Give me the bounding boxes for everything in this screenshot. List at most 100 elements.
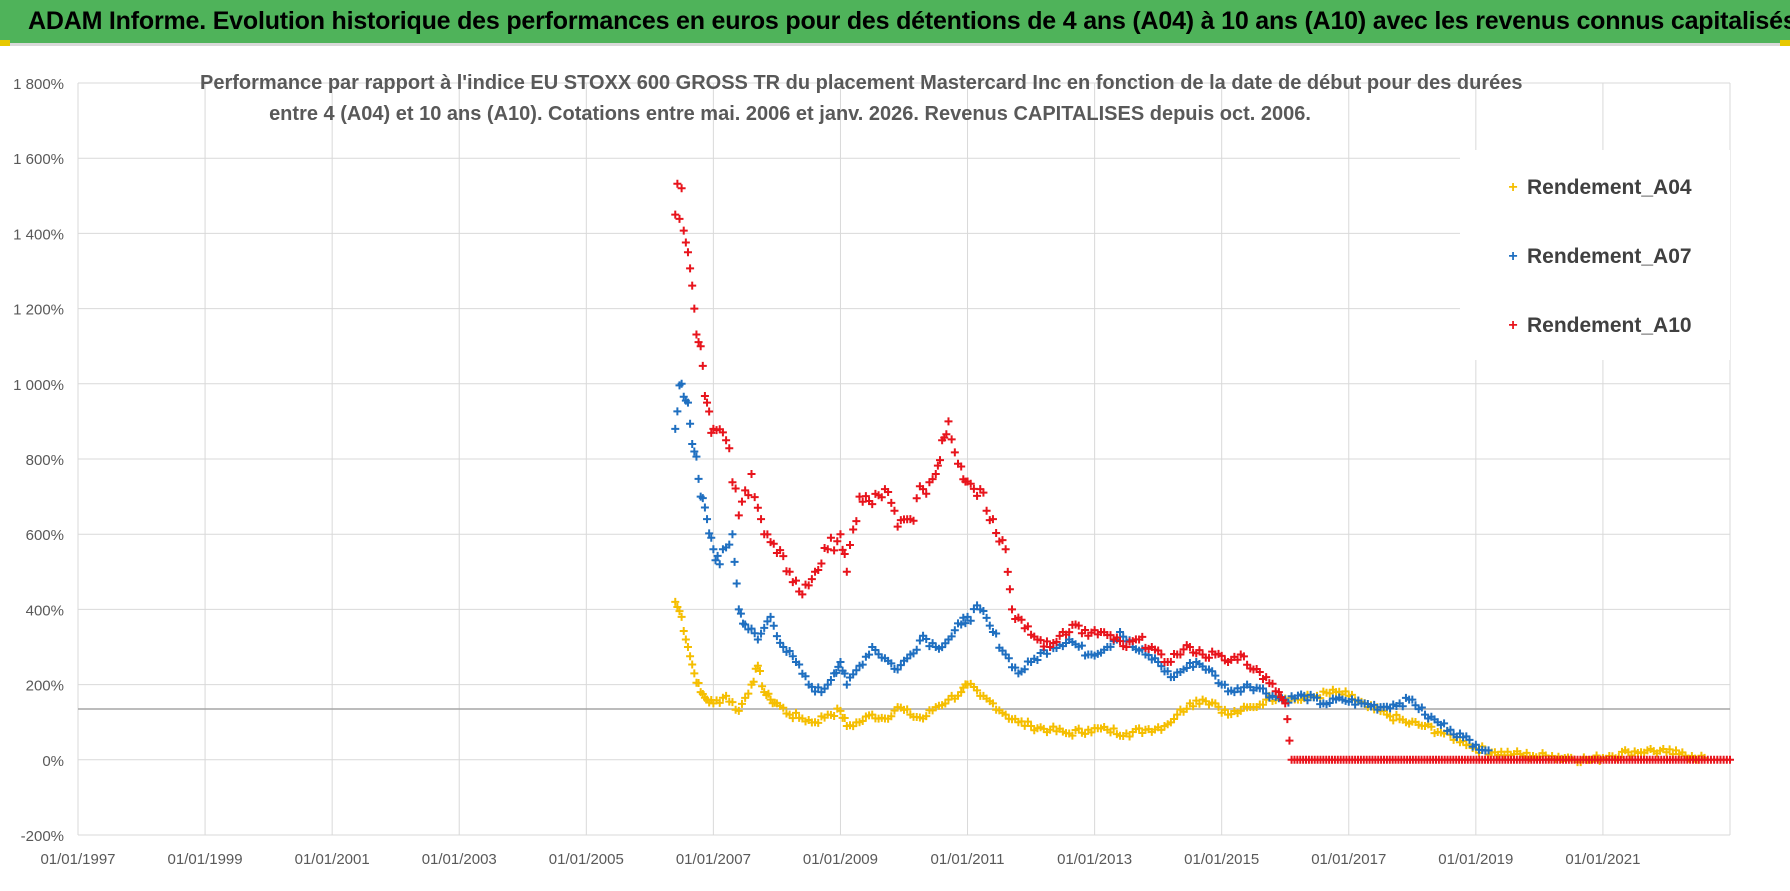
point-rendement-a10: [836, 530, 845, 539]
point-rendement-a10: [1106, 631, 1115, 640]
point-rendement-a10: [692, 330, 701, 339]
y-tick-label: 400%: [26, 602, 64, 619]
point-rendement-a07: [852, 666, 861, 675]
point-rendement-a07: [985, 621, 994, 630]
point-rendement-a07: [686, 419, 695, 428]
point-rendement-a10: [982, 506, 991, 515]
point-rendement-a07: [1170, 673, 1179, 682]
legend-item-a07: + Rendement_A07: [1505, 242, 1691, 272]
point-rendement-a10: [688, 281, 697, 290]
point-rendement-a07: [760, 623, 769, 632]
point-rendement-a10: [887, 498, 896, 507]
point-rendement-a10: [734, 511, 743, 520]
point-rendement-a07: [671, 424, 680, 433]
point-rendement-a10: [1065, 628, 1074, 637]
point-rendement-a07: [826, 675, 835, 684]
point-rendement-a10: [725, 444, 734, 453]
point-rendement-a07: [785, 646, 794, 655]
point-rendement-a10: [798, 590, 807, 599]
point-rendement-a10: [728, 478, 737, 487]
point-rendement-a10: [731, 484, 740, 493]
point-rendement-a10: [1285, 736, 1294, 745]
point-rendement-a04: [887, 712, 896, 721]
point-rendement-a07: [1189, 662, 1198, 671]
point-rendement-a10: [936, 456, 945, 465]
point-rendement-a10: [698, 361, 707, 370]
point-rendement-a10: [1116, 637, 1125, 646]
point-rendement-a10: [1268, 679, 1277, 688]
point-rendement-a10: [1074, 621, 1083, 630]
point-rendement-a04: [814, 718, 823, 727]
point-rendement-a10: [1255, 668, 1264, 677]
point-rendement-a07: [957, 620, 966, 629]
point-rendement-a07: [795, 660, 804, 669]
chart-title-line2: entre 4 (A04) et 10 ans (A10). Cotations…: [269, 103, 1311, 125]
point-rendement-a07: [1370, 700, 1379, 709]
point-rendement-a07: [730, 557, 739, 566]
y-tick-label: 1 800%: [13, 76, 64, 93]
point-rendement-a10: [807, 575, 816, 584]
point-rendement-a07: [1020, 665, 1029, 674]
y-tick-label: 0%: [42, 753, 64, 770]
point-rendement-a07: [865, 650, 874, 659]
point-rendement-a04: [675, 607, 684, 616]
point-rendement-a07: [836, 658, 845, 667]
point-rendement-a04: [758, 682, 767, 691]
y-tick-label: -200%: [21, 828, 64, 845]
point-rendement-a10: [840, 549, 849, 558]
point-rendement-a07: [950, 626, 959, 635]
y-tick-label: 1 200%: [13, 302, 64, 319]
point-rendement-a10: [690, 304, 699, 313]
point-rendement-a10: [1274, 688, 1283, 697]
point-rendement-a10: [1036, 636, 1045, 645]
point-rendement-a10: [696, 342, 705, 351]
x-axis-ticks: 01/01/1997 01/01/1999 01/01/2001 01/01/2003…: [40, 851, 1640, 868]
point-rendement-a07: [709, 545, 718, 554]
point-rendement-a04: [858, 717, 867, 726]
point-rendement-a07: [694, 474, 703, 483]
point-rendement-a04: [737, 699, 746, 708]
x-tick-label: 01/01/1999: [168, 851, 243, 868]
point-rendement-a10: [671, 210, 680, 219]
point-rendement-a10: [1003, 567, 1012, 576]
point-rendement-a07: [1446, 725, 1455, 734]
point-rendement-a07: [779, 643, 788, 651]
chart-title-line1: Performance par rapport à l'indice EU ST…: [200, 72, 1523, 94]
point-rendement-a10: [686, 264, 695, 273]
legend-marker-icon: +: [1508, 179, 1518, 196]
point-rendement-a07: [1417, 703, 1426, 712]
point-rendement-a10: [1001, 545, 1010, 554]
point-rendement-a04: [686, 652, 695, 661]
point-rendement-a04: [830, 711, 839, 720]
point-rendement-a07: [1182, 663, 1191, 672]
x-tick-label: 01/01/2019: [1438, 851, 1513, 868]
x-tick-label: 01/01/2021: [1565, 851, 1640, 868]
point-rendement-a04: [1049, 722, 1058, 731]
corner-mark-right: [1780, 40, 1790, 46]
point-rendement-a07: [1004, 654, 1013, 663]
point-rendement-a07: [713, 551, 722, 560]
legend-label: Rendement_A10: [1527, 314, 1692, 337]
point-rendement-a07: [769, 621, 778, 630]
point-rendement-a10: [868, 500, 877, 509]
point-rendement-a10: [1233, 655, 1242, 664]
point-rendement-a07: [788, 652, 797, 661]
point-rendement-a04: [1236, 706, 1245, 715]
point-rendement-a04: [779, 703, 788, 712]
point-rendement-a10: [1726, 755, 1734, 764]
point-rendement-a10: [769, 539, 778, 548]
point-rendement-a04: [728, 698, 737, 707]
point-rendement-a07: [711, 556, 720, 565]
point-rendement-a10: [838, 545, 847, 554]
point-rendement-a04: [722, 691, 731, 700]
point-rendement-a04: [922, 712, 931, 721]
point-rendement-a07: [1042, 649, 1051, 658]
point-rendement-a04: [1189, 702, 1198, 711]
point-rendement-a04: [836, 706, 845, 715]
point-rendement-a07: [801, 672, 810, 681]
point-rendement-a10: [763, 530, 772, 539]
point-rendement-a10: [1239, 652, 1248, 661]
point-rendement-a10: [741, 486, 750, 495]
point-rendement-a04: [957, 688, 966, 697]
point-rendement-a04: [715, 698, 724, 707]
